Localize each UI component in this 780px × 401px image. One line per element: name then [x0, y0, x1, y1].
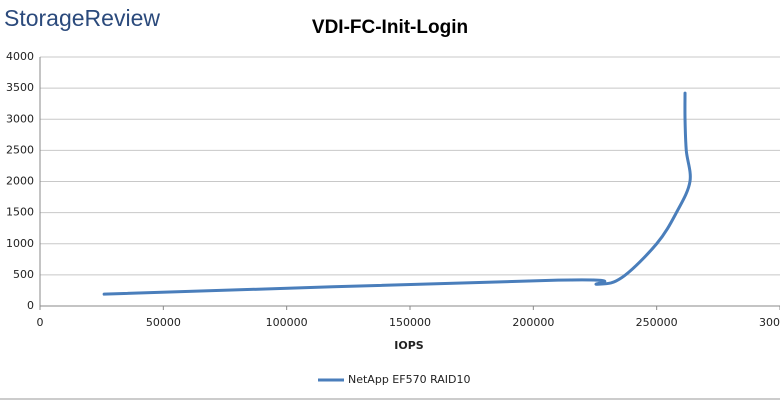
y-tick-label: 0: [27, 299, 34, 312]
y-tick-label: 1500: [6, 206, 34, 219]
x-tick-label: 200000: [512, 316, 554, 329]
x-tick-label: 300000: [759, 316, 780, 329]
series-line: [102, 91, 692, 296]
y-tick-label: 2000: [6, 175, 34, 188]
y-tick-label: 3000: [6, 112, 34, 125]
chart-title: VDI-FC-Init-Login: [312, 17, 468, 38]
x-tick-label: 0: [37, 316, 44, 329]
y-tick-label: 500: [13, 268, 34, 281]
legend-label: NetApp EF570 RAID10: [348, 373, 471, 386]
x-tick-label: 50000: [146, 316, 181, 329]
x-axis-label: IOPS: [394, 339, 424, 352]
y-tick-label: 4000: [6, 50, 34, 63]
y-tick-label: 3500: [6, 81, 34, 94]
x-tick-label: 250000: [636, 316, 678, 329]
x-tick-label: 150000: [389, 316, 431, 329]
y-tick-label: 1000: [6, 237, 34, 250]
x-tick-label: 100000: [266, 316, 308, 329]
y-tick-label: 2500: [6, 143, 34, 156]
logo: StorageReview: [4, 5, 160, 31]
